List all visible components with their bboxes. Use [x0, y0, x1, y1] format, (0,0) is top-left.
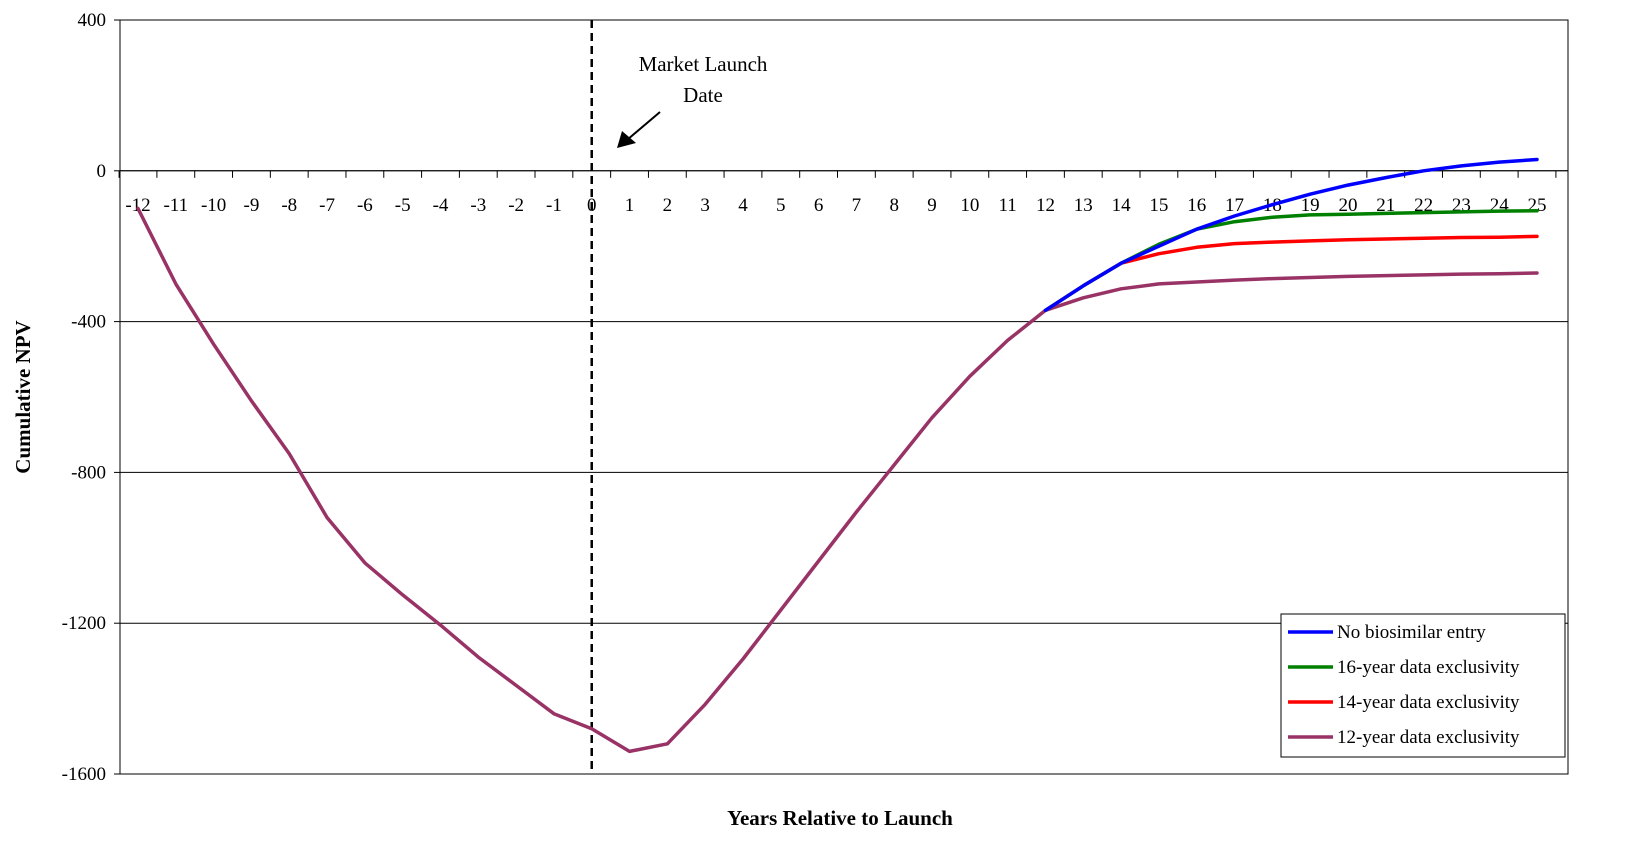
y-tick-label: -1600	[62, 764, 106, 785]
legend-label: 12-year data exclusivity	[1337, 727, 1520, 748]
y-axis: 400 0 -400 -800 -1200 -1600	[62, 10, 120, 785]
y-tick-label: -400	[71, 312, 106, 333]
x-tick-label: -9	[244, 195, 260, 216]
annotation-arrowhead	[617, 131, 636, 148]
x-tick-label: 7	[852, 195, 862, 216]
legend-label: 16-year data exclusivity	[1337, 657, 1520, 678]
x-tick-label: 1	[625, 195, 635, 216]
y-tick-label: -1200	[62, 613, 106, 634]
legend: No biosimilar entry 16-year data exclusiv…	[1280, 613, 1566, 758]
annotation-text-line-1: Market Launch	[639, 52, 768, 76]
x-tick-label: 14	[1112, 195, 1132, 216]
x-tick-label: -11	[163, 195, 188, 216]
series-lines	[136, 157, 1539, 754]
plot-area	[119, 19, 1569, 775]
x-tick-label: -1	[546, 195, 562, 216]
x-tick-label: 22	[1414, 195, 1433, 216]
x-tick-label: 3	[700, 195, 710, 216]
x-tick-label: -8	[281, 195, 297, 216]
x-axis-title: Years Relative to Launch	[727, 806, 953, 830]
x-tick-label: 19	[1301, 195, 1320, 216]
series-line-2	[1043, 209, 1539, 313]
x-tick-label: -6	[357, 195, 373, 216]
x-tick-label: 4	[738, 195, 748, 216]
x-tick-label: 5	[776, 195, 786, 216]
x-tick-label: 20	[1338, 195, 1357, 216]
x-tick-label: -12	[125, 195, 150, 216]
x-tick-label: 15	[1149, 195, 1168, 216]
y-axis-title: Cumulative NPV	[11, 320, 35, 473]
x-tick-label: 13	[1074, 195, 1093, 216]
x-tick-label: 12	[1036, 195, 1055, 216]
y-tick-label: -800	[71, 462, 106, 483]
x-tick-label: 25	[1528, 195, 1547, 216]
series-line-4	[136, 206, 1539, 754]
x-tick-label: 11	[999, 195, 1017, 216]
market-launch-annotation: Market Launch Date	[590, 20, 768, 774]
x-tick-label: 2	[663, 195, 673, 216]
x-tick-label: -7	[319, 195, 335, 216]
annotation-arrow	[626, 111, 661, 141]
y-tick-label: 400	[78, 10, 107, 31]
y-tick-label: 0	[97, 161, 107, 182]
x-tick-label: 16	[1187, 195, 1206, 216]
x-tick-label: 21	[1376, 195, 1395, 216]
x-tick-label: -5	[395, 195, 411, 216]
x-axis: -12-11-10-9-8-7-6-5-4-3-2-10123456789101…	[118, 170, 1568, 216]
series-line-1	[1043, 157, 1539, 313]
x-tick-label: 10	[960, 195, 979, 216]
x-tick-label: -4	[433, 195, 449, 216]
legend-box	[1280, 613, 1566, 758]
legend-label: 14-year data exclusivity	[1337, 692, 1520, 713]
x-tick-label: 9	[927, 195, 937, 216]
x-tick-label: -3	[470, 195, 486, 216]
x-tick-label: 17	[1225, 195, 1244, 216]
x-tick-label: 8	[889, 195, 899, 216]
x-tick-label: -10	[201, 195, 226, 216]
legend-label: No biosimilar entry	[1337, 622, 1486, 643]
x-tick-label: 6	[814, 195, 824, 216]
x-tick-label: -2	[508, 195, 524, 216]
annotation-text-line-2: Date	[683, 83, 723, 107]
